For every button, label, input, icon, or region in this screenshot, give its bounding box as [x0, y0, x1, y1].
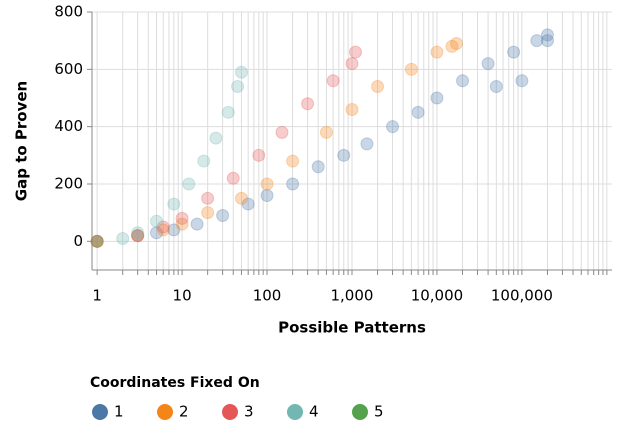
point: [167, 223, 181, 237]
legend-symbol: [287, 404, 303, 420]
legend-label: 5: [374, 403, 384, 421]
point: [156, 223, 170, 237]
point: [319, 125, 333, 139]
point: [90, 234, 104, 248]
point: [411, 105, 425, 119]
point: [326, 74, 340, 88]
point: [190, 217, 204, 231]
x-tick-label: 1,000: [331, 287, 374, 305]
point: [345, 102, 359, 116]
point: [260, 177, 274, 191]
y-tick-label: 600: [54, 60, 83, 78]
point: [216, 209, 230, 223]
point: [131, 229, 145, 243]
point: [515, 74, 529, 88]
point: [209, 131, 223, 145]
x-axis-label: Possible Patterns: [278, 319, 426, 337]
legend-symbol: [352, 404, 368, 420]
point: [445, 39, 459, 53]
legend-label: 1: [114, 403, 124, 421]
point: [131, 226, 145, 240]
point: [430, 45, 444, 59]
point: [286, 177, 300, 191]
point: [386, 120, 400, 134]
point: [450, 37, 464, 51]
point: [175, 217, 189, 231]
point: [260, 188, 274, 202]
point: [311, 160, 325, 174]
point: [90, 234, 104, 248]
point: [197, 154, 211, 168]
point: [275, 125, 289, 139]
point: [131, 229, 145, 243]
point: [226, 171, 240, 185]
y-tick-label: 0: [73, 232, 83, 250]
point: [90, 234, 104, 248]
point: [231, 80, 245, 94]
point: [456, 74, 470, 88]
point: [489, 80, 503, 94]
point: [371, 80, 385, 94]
point: [90, 234, 104, 248]
grid: [92, 11, 612, 270]
point: [234, 65, 248, 79]
legend-symbol: [92, 404, 108, 420]
legend-label: 3: [244, 403, 254, 421]
x-tick-label: 10,000: [411, 287, 464, 305]
point: [481, 57, 495, 71]
point: [182, 177, 196, 191]
x-tick-label: 10: [173, 287, 192, 305]
x-tick-label: 1: [92, 287, 102, 305]
point: [345, 57, 359, 71]
y-axis-label: Gap to Proven: [13, 81, 31, 201]
point: [349, 45, 363, 59]
legend-title: Coordinates Fixed On: [90, 375, 260, 391]
point: [530, 34, 544, 48]
legend-symbol: [157, 404, 173, 420]
point: [241, 197, 255, 211]
point: [116, 231, 130, 245]
point: [201, 206, 215, 220]
point: [540, 28, 554, 42]
point: [404, 62, 418, 76]
legend-label: 2: [179, 403, 189, 421]
y-tick-label: 200: [54, 175, 83, 193]
point: [201, 191, 215, 205]
point: [156, 220, 170, 234]
point: [150, 214, 164, 228]
point: [150, 226, 164, 240]
legend-symbol: [222, 404, 238, 420]
x-tick-label: 100: [253, 287, 282, 305]
legend-label: 4: [309, 403, 319, 421]
point: [286, 154, 300, 168]
point: [301, 97, 315, 111]
point: [337, 148, 351, 162]
x-tick-label: 100,000: [491, 287, 553, 305]
y-tick-label: 400: [54, 117, 83, 135]
point: [131, 229, 145, 243]
point: [252, 148, 266, 162]
point: [430, 91, 444, 105]
point: [234, 191, 248, 205]
point: [167, 197, 181, 211]
point: [175, 211, 189, 225]
point: [221, 105, 235, 119]
point: [360, 137, 374, 151]
point: [540, 34, 554, 48]
y-tick-label: 800: [54, 3, 83, 21]
point: [507, 45, 521, 59]
